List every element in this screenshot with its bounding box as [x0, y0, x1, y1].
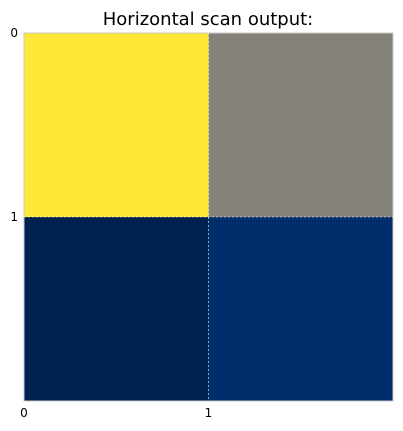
heatmap-cell-r0-c1 — [208, 33, 393, 217]
y-tick-label-0: 0 — [10, 26, 18, 40]
heatmap-cells — [24, 33, 393, 401]
y-tick-label-1: 1 — [10, 210, 18, 224]
axes-frame — [23, 32, 394, 402]
heatmap-cell-r0-c0 — [24, 33, 209, 217]
chart-title: Horizontal scan output: — [103, 9, 314, 30]
heatmap-cell-r1-c1 — [208, 217, 393, 401]
grid-lines — [24, 33, 393, 401]
x-tick-label-0: 0 — [20, 406, 28, 420]
heatmap-cell-r1-c0 — [24, 217, 209, 401]
tick-labels: 0 1 0 1 — [10, 26, 212, 420]
x-tick-label-1: 1 — [205, 406, 213, 420]
